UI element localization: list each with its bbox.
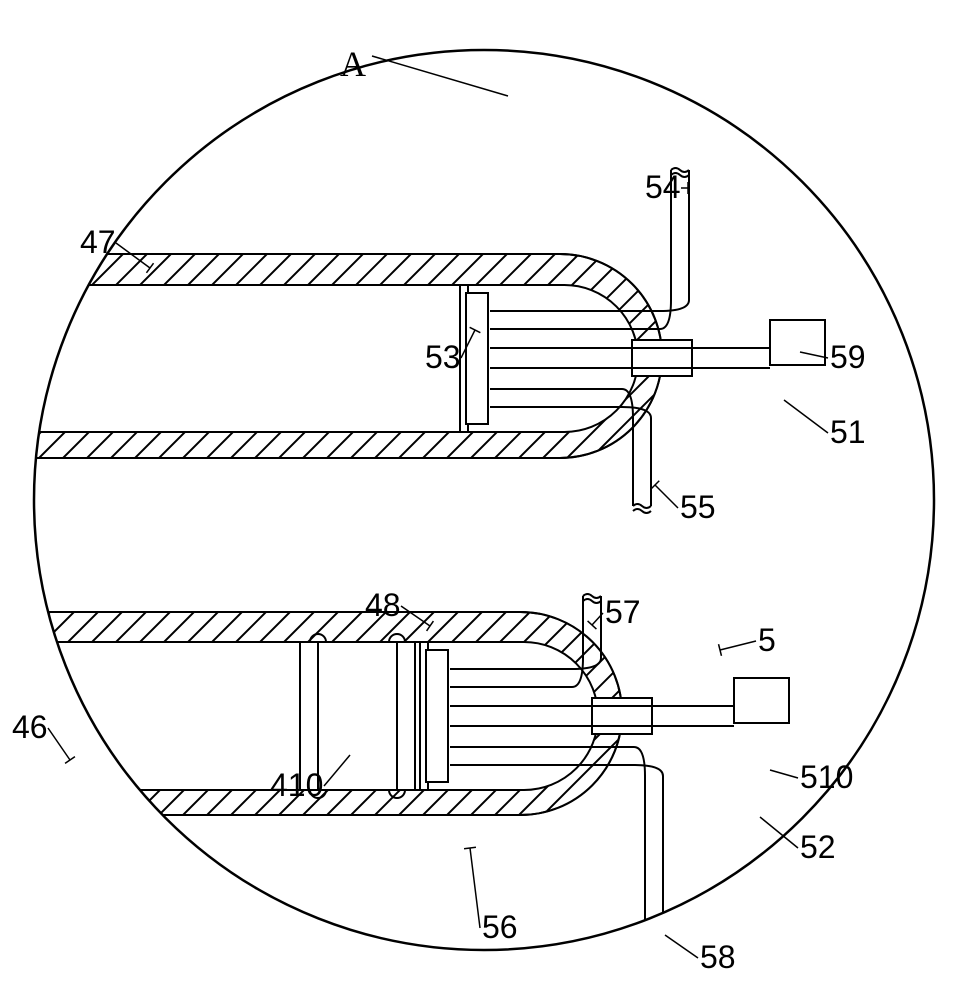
- label-52: 52: [800, 829, 836, 865]
- label-58: 58: [700, 939, 736, 975]
- technical-diagram: A 47 46 53 54 59 51 55 48 57 5 410 510 52 56 58: [0, 0, 968, 1000]
- label-46: 46: [12, 709, 48, 745]
- label-47: 47: [80, 224, 116, 260]
- label-53: 53: [425, 339, 461, 375]
- label-57: 57: [605, 594, 641, 630]
- label-410: 410: [270, 767, 323, 803]
- label-5: 5: [758, 622, 776, 658]
- label-51: 51: [830, 414, 866, 450]
- label-59: 59: [830, 339, 866, 375]
- label-54: 54: [645, 169, 681, 205]
- label-56: 56: [482, 909, 518, 945]
- label-510: 510: [800, 759, 853, 795]
- detail-label-A: A: [340, 44, 366, 84]
- label-55: 55: [680, 489, 716, 525]
- label-48: 48: [365, 587, 401, 623]
